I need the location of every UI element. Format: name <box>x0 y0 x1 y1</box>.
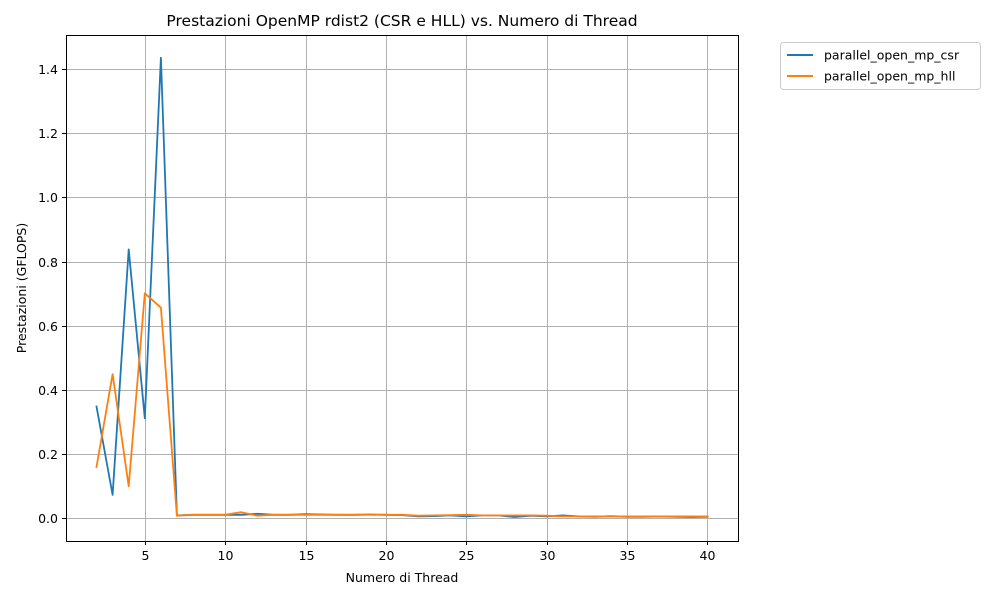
legend-label-hll: parallel_open_mp_hll <box>824 69 955 84</box>
series-layer <box>95 56 709 518</box>
legend: parallel_open_mp_csr parallel_open_mp_hl… <box>780 42 981 90</box>
legend-label-csr: parallel_open_mp_csr <box>824 48 960 63</box>
y-tick-label: 1.4 <box>38 62 58 77</box>
series-line-hll <box>95 292 709 518</box>
x-axis-label: Numero di Thread <box>346 570 459 585</box>
x-tick-label: 20 <box>379 548 395 563</box>
x-tick-label: 40 <box>700 548 716 563</box>
x-tick-label: 15 <box>299 548 315 563</box>
x-tick-label: 10 <box>218 548 234 563</box>
y-tick-label: 1.0 <box>38 190 58 205</box>
x-tick-label: 5 <box>142 548 150 563</box>
tick-layer: 5 10 15 20 25 30 35 40 0.0 0.2 0.4 0.6 0.8 1.0 1.2 1.4 <box>38 62 715 563</box>
y-tick-label: 0.0 <box>38 511 58 526</box>
x-tick-label: 30 <box>540 548 556 563</box>
y-tick-label: 0.4 <box>38 383 58 398</box>
plot-frame <box>66 35 739 542</box>
x-tick-label: 35 <box>620 548 636 563</box>
x-tick-label: 25 <box>459 548 475 563</box>
y-tick-label: 0.2 <box>38 447 58 462</box>
y-tick-label: 0.8 <box>38 255 58 270</box>
grid-layer <box>66 35 738 541</box>
y-tick-label: 1.2 <box>38 126 58 141</box>
y-tick-label: 0.6 <box>38 319 58 334</box>
legend-box <box>780 42 981 90</box>
y-axis-label: Prestazioni (GFLOPS) <box>14 223 29 353</box>
chart-title: Prestazioni OpenMP rdist2 (CSR e HLL) vs… <box>166 12 637 30</box>
series-line-csr <box>95 56 709 518</box>
